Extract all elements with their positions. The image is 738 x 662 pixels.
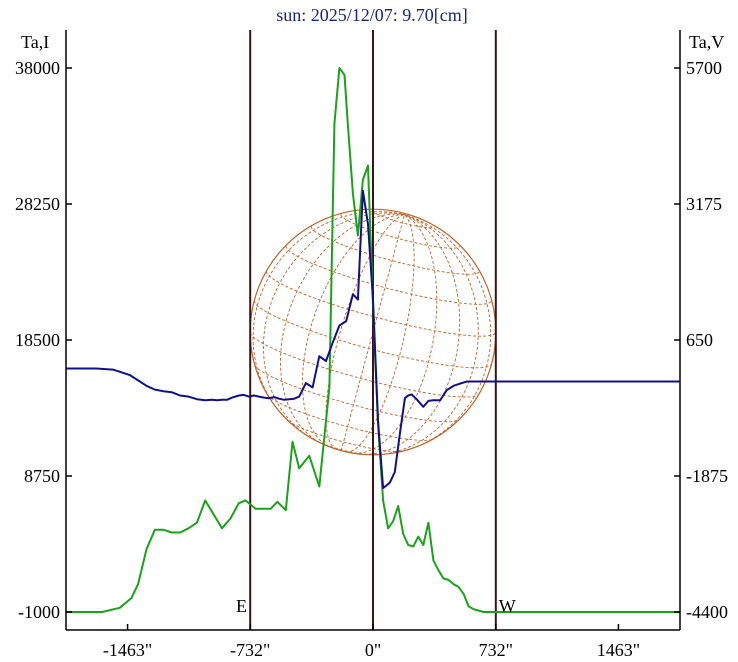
x-tick-label: -1463" bbox=[103, 640, 152, 660]
vertical-reference-lines bbox=[249, 30, 497, 630]
disk-meridian bbox=[374, 214, 479, 456]
y-left-tick-label: 8750 bbox=[24, 466, 60, 486]
disk-meridian bbox=[302, 214, 405, 447]
disk-parallel bbox=[253, 300, 493, 369]
disk-parallel bbox=[254, 364, 460, 423]
y-left-tick-label: 38000 bbox=[15, 58, 60, 78]
disk-meridian bbox=[402, 214, 492, 452]
y-left-tick-label: 18500 bbox=[15, 330, 60, 350]
y-left-axis-label: Ta,I bbox=[21, 32, 49, 52]
y-right-tick-label: 650 bbox=[686, 330, 713, 350]
disk-parallel bbox=[340, 214, 461, 249]
series-layer bbox=[66, 67, 680, 613]
series-polarization-line bbox=[66, 189, 680, 490]
x-tick-label: -732" bbox=[230, 640, 270, 660]
disk-parallel bbox=[285, 245, 492, 305]
x-tick-label: 1463" bbox=[597, 640, 640, 660]
disk-parallel bbox=[372, 210, 435, 229]
disk-parallel bbox=[267, 394, 434, 441]
y-right-tick-label: 3175 bbox=[686, 194, 722, 214]
disk-meridian bbox=[280, 213, 405, 446]
y-right-tick-label: 5700 bbox=[686, 58, 722, 78]
disk-meridian bbox=[358, 214, 461, 455]
y-right-axis-label: Ta,V bbox=[689, 32, 724, 52]
y-right-tick-label: -4400 bbox=[686, 602, 728, 622]
y-left-tick-label: -1000 bbox=[18, 602, 60, 622]
limb-marker-e: E bbox=[236, 596, 247, 616]
chart-title: sun: 2025/12/07: 9.70[cm] bbox=[276, 5, 468, 25]
disk-parallel bbox=[266, 270, 497, 337]
limb-marker-w: W bbox=[499, 596, 516, 616]
x-tick-label: 732" bbox=[479, 640, 513, 660]
disk-meridian bbox=[340, 214, 405, 451]
tick-labels: 38000 28250 18500 8750 -1000 5700 3175 650 -1875… bbox=[15, 58, 728, 660]
y-right-tick-label: -1875 bbox=[686, 466, 728, 486]
y-left-tick-label: 28250 bbox=[15, 194, 60, 214]
disk-meridian bbox=[345, 214, 415, 453]
sun-disk bbox=[249, 208, 497, 456]
x-tick-label: 0" bbox=[365, 640, 381, 660]
disk-meridian bbox=[353, 214, 438, 454]
disk-parallel bbox=[287, 420, 403, 453]
disk-meridian bbox=[325, 214, 405, 450]
disk-parallel bbox=[249, 332, 480, 398]
